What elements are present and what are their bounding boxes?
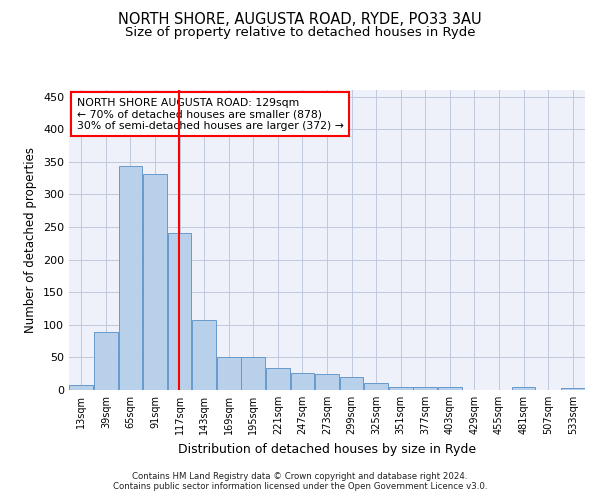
Bar [217,358,241,390]
Y-axis label: Number of detached properties: Number of detached properties [25,147,37,333]
Bar [70,386,93,390]
Text: Size of property relative to detached houses in Ryde: Size of property relative to detached ho… [125,26,475,39]
X-axis label: Distribution of detached houses by size in Ryde: Distribution of detached houses by size … [178,442,476,456]
Text: NORTH SHORE AUGUSTA ROAD: 129sqm
← 70% of detached houses are smaller (878)
30% : NORTH SHORE AUGUSTA ROAD: 129sqm ← 70% o… [77,98,344,130]
Text: Contains public sector information licensed under the Open Government Licence v3: Contains public sector information licen… [113,482,487,491]
Bar [315,374,339,390]
Bar [413,386,437,390]
Bar [94,332,118,390]
Bar [167,233,191,390]
Bar [438,388,462,390]
Bar [340,377,364,390]
Bar [364,384,388,390]
Bar [389,386,413,390]
Bar [290,373,314,390]
Bar [192,320,216,390]
Bar [241,358,265,390]
Bar [561,388,584,390]
Bar [119,166,142,390]
Bar [266,368,290,390]
Text: NORTH SHORE, AUGUSTA ROAD, RYDE, PO33 3AU: NORTH SHORE, AUGUSTA ROAD, RYDE, PO33 3A… [118,12,482,28]
Text: Contains HM Land Registry data © Crown copyright and database right 2024.: Contains HM Land Registry data © Crown c… [132,472,468,481]
Bar [143,174,167,390]
Bar [512,388,535,390]
